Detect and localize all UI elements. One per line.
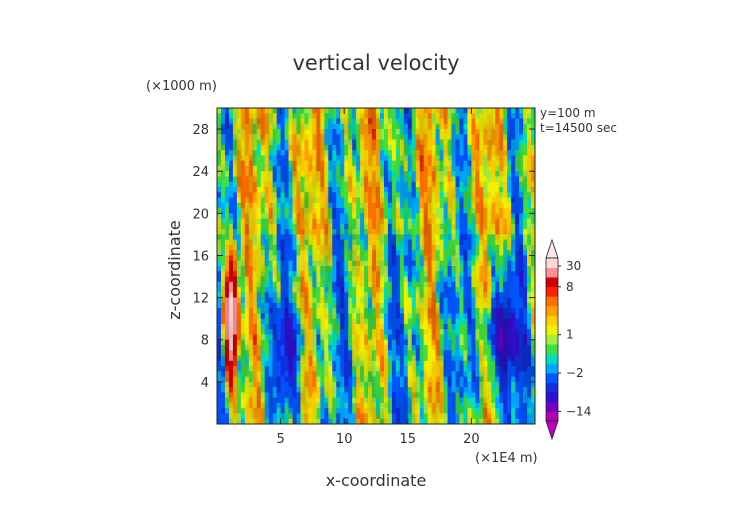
- x-tick-label: 20: [463, 432, 480, 447]
- y-tick-label: 24: [192, 165, 209, 180]
- colorbar-segment: [546, 334, 558, 345]
- y-tick-label: 16: [192, 249, 209, 264]
- colorbar-segment: [546, 296, 558, 307]
- colorbar-segment: [546, 267, 558, 278]
- x-axis-ticks: 5 10 15 20: [276, 108, 480, 447]
- info-line-t: t=14500 sec: [540, 121, 617, 135]
- colorbar-segment: [546, 258, 558, 268]
- x-tick-label: 15: [400, 432, 417, 447]
- y-tick-label: 8: [201, 334, 209, 349]
- colorbar-under-triangle: [545, 420, 559, 441]
- x-tick-label: 5: [276, 432, 284, 447]
- colorbar-frame: [545, 257, 559, 422]
- colorbar-segment: [546, 277, 558, 288]
- colorbar-segment: [546, 411, 558, 422]
- y-tick-label: 28: [192, 123, 209, 138]
- x-tick-label: 10: [336, 432, 353, 447]
- colorbar-segment: [546, 325, 558, 336]
- colorbar-segment: [546, 392, 558, 403]
- colorbar-segment: [546, 353, 558, 364]
- colorbar-segment: [546, 344, 558, 355]
- chart-title: vertical velocity: [292, 51, 459, 75]
- colorbar-label: −14: [566, 404, 591, 418]
- x-unit-label: (×1E4 m): [475, 451, 538, 466]
- colorbar-segment: [546, 315, 558, 326]
- colorbar-label: 30: [566, 259, 581, 273]
- colorbar-label: −2: [566, 366, 584, 380]
- colorbar-segment: [546, 305, 558, 316]
- colorbar-segment: [546, 401, 558, 412]
- plot-frame: [216, 107, 536, 425]
- colorbar-segment: [546, 286, 558, 297]
- y-tick-label: 4: [201, 376, 209, 391]
- y-tick-label: 20: [192, 207, 209, 222]
- colorbar: 30 8 1 −2 −14: [545, 238, 591, 441]
- x-axis-label: x-coordinate: [326, 471, 427, 490]
- heatmap-texture: [217, 108, 535, 424]
- y-tick-label: 12: [192, 292, 209, 307]
- y-unit-label: (×1000 m): [146, 79, 217, 94]
- info-line-y: y=100 m: [540, 106, 596, 120]
- colorbar-segment: [546, 382, 558, 393]
- colorbar-segment: [546, 363, 558, 374]
- colorbar-segment: [546, 373, 558, 383]
- colorbar-over-triangle: [545, 238, 559, 259]
- y-axis-ticks: 4 8 12 16 20 24 28: [192, 123, 535, 391]
- colorbar-label: 1: [566, 328, 574, 342]
- y-axis-label: z-coordinate: [165, 220, 184, 320]
- colorbar-label: 8: [566, 280, 574, 294]
